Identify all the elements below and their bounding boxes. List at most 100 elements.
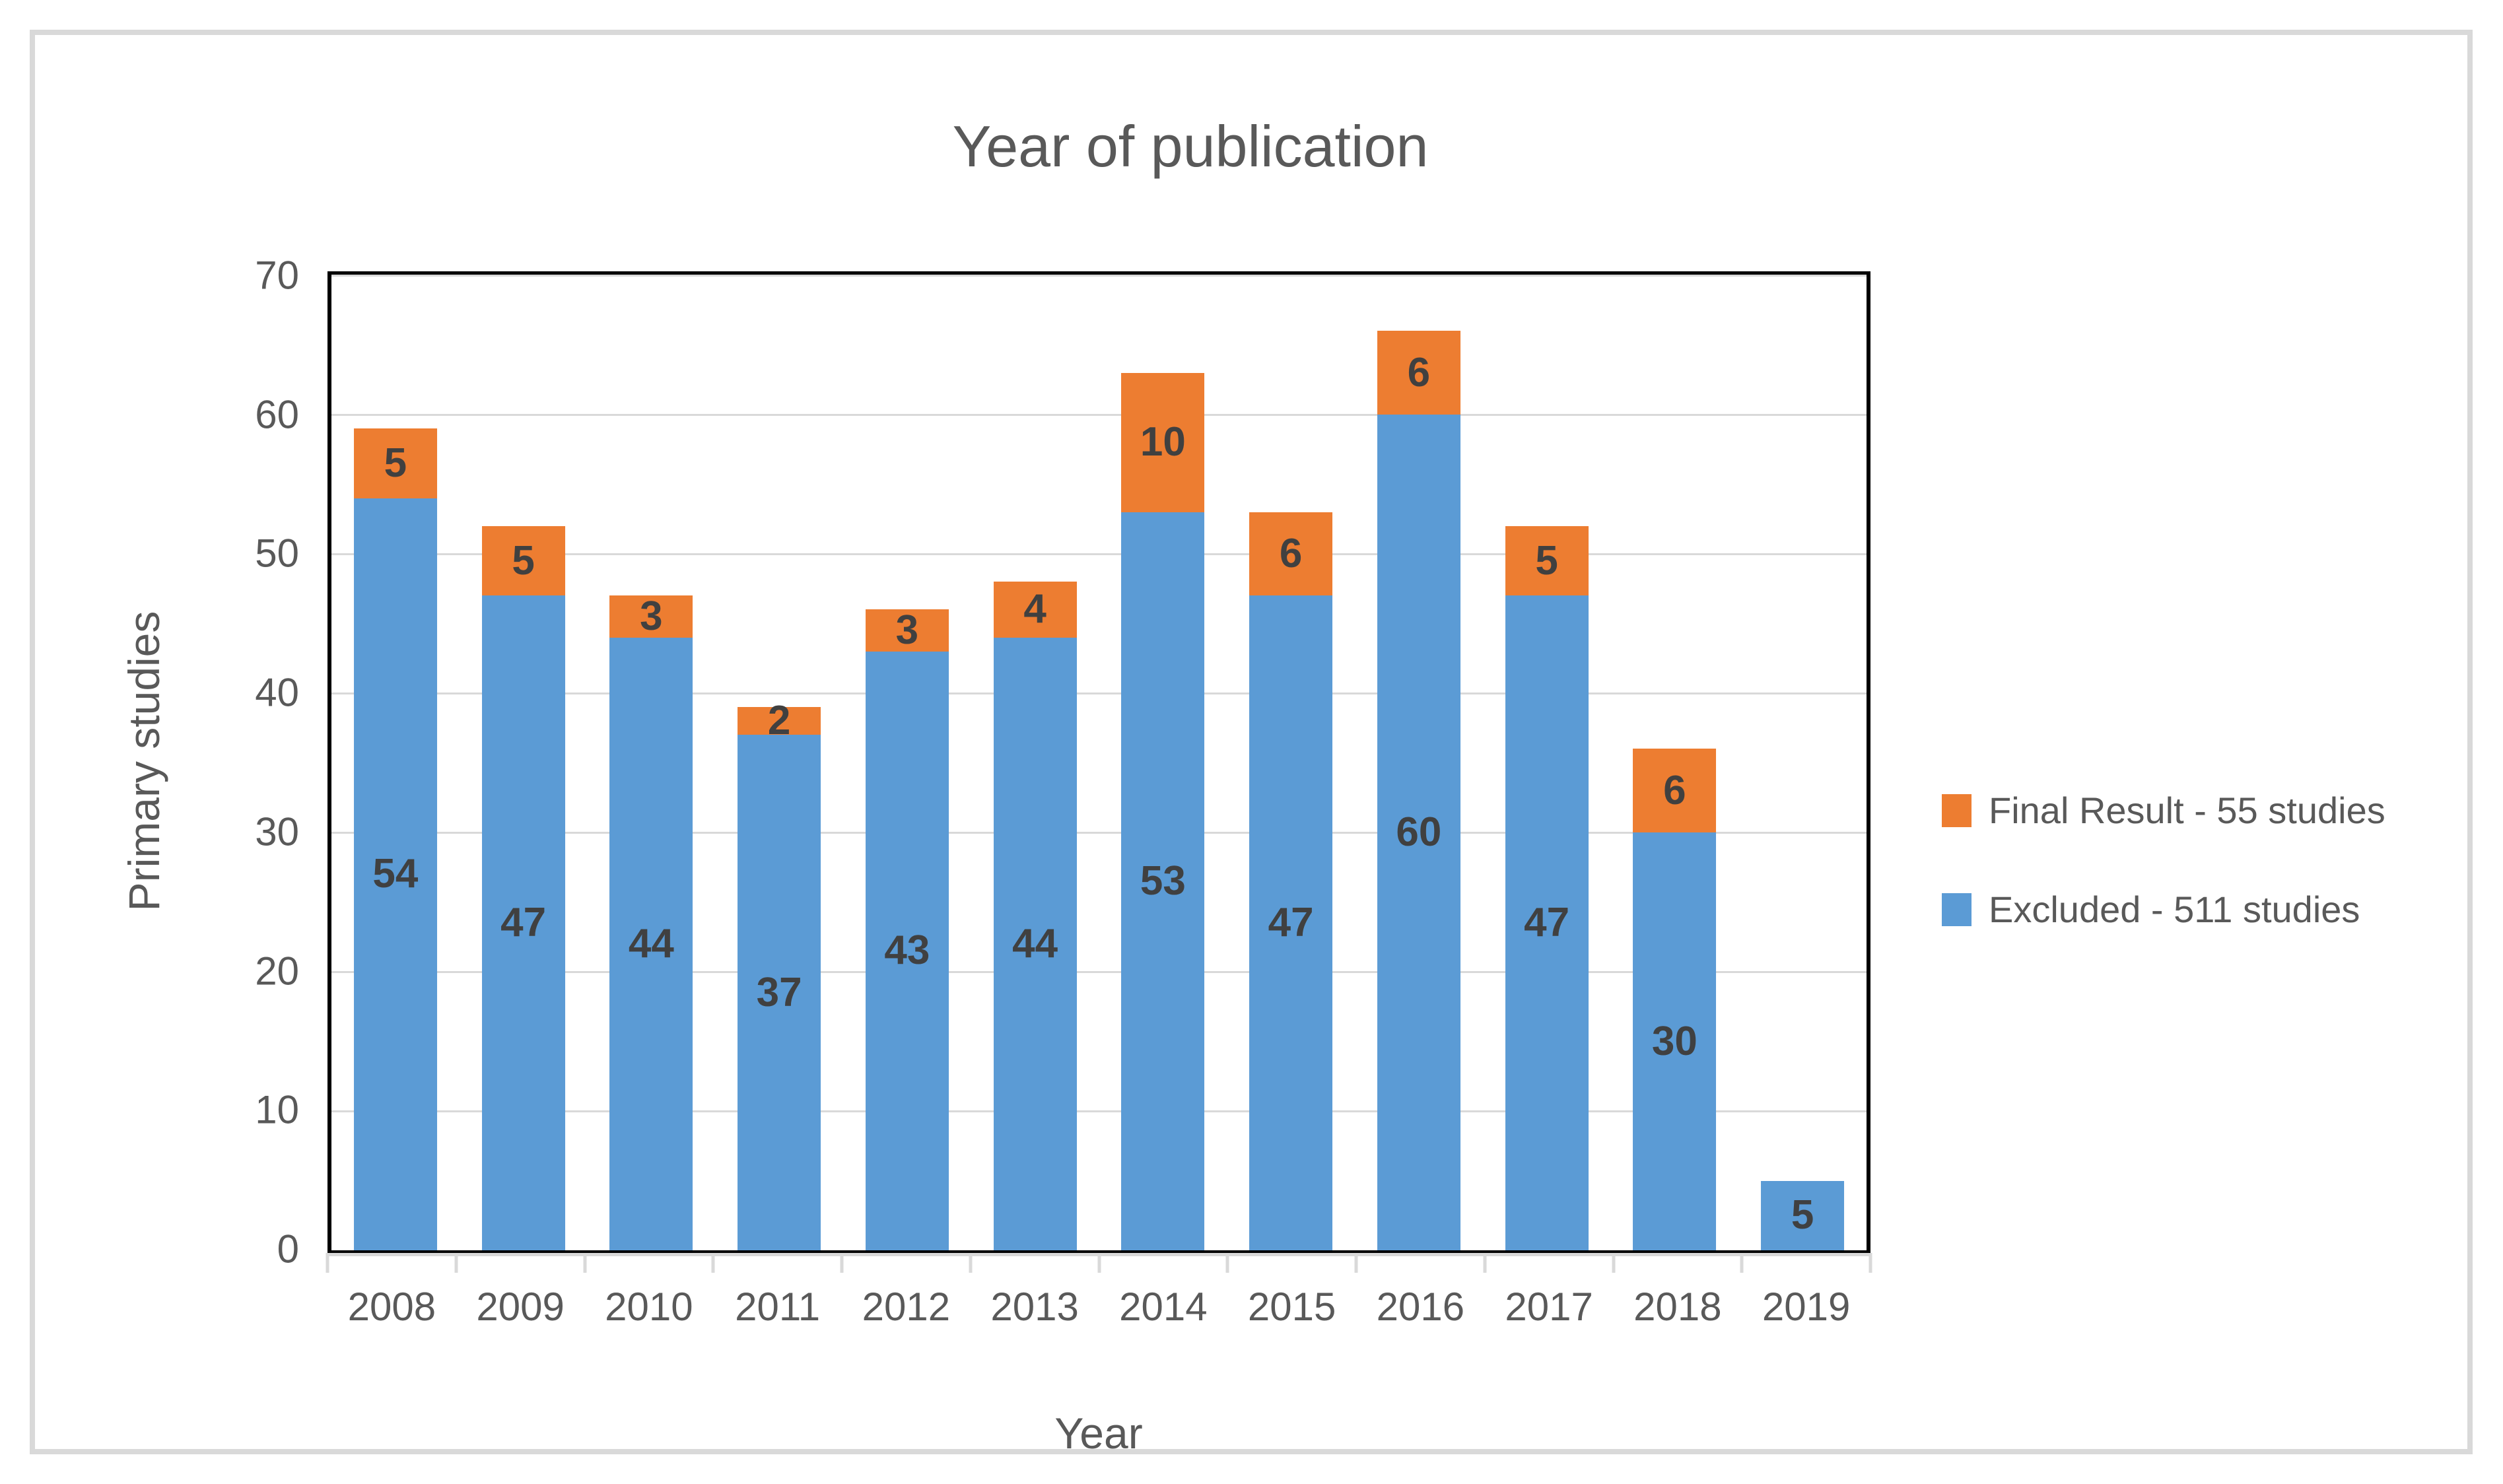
bar-segment: 47 [1249,595,1333,1250]
bar-column: 2 37 [715,275,843,1250]
y-tick-label: 30 [255,809,299,854]
bar-segment: 6 [1633,749,1717,832]
x-axis-title: Year [1054,1409,1143,1458]
gridline [331,553,1867,555]
bar-data-label: 10 [1140,419,1186,465]
legend-swatch [1942,893,1972,926]
plot-area: 5 54 5 47 3 44 2 37 3 43 4 44 10 53 6 47 6 60 5 47 6 30 5 [327,271,1870,1253]
bar-data-label: 6 [1279,531,1303,577]
y-tick-label: 70 [255,253,299,298]
x-tick-mark [1869,1253,1872,1273]
y-tick-label: 50 [255,531,299,576]
bar-segment: 5 [1505,525,1589,596]
x-tick-label: 2016 [1376,1285,1465,1329]
bar-column: 5 47 [460,275,588,1250]
bar-stack: 5 [1761,275,1845,1250]
bar-data-label: 3 [640,593,663,639]
bar-data-label: 5 [512,537,535,584]
bar-data-label: 47 [500,900,547,946]
bar-data-label: 30 [1651,1018,1697,1064]
bar-stack: 5 47 [481,275,565,1250]
gridline [331,414,1867,416]
gridline [331,971,1867,974]
bar-column: 6 30 [1611,275,1739,1250]
bar-segment: 4 [993,582,1077,638]
y-tick-label: 60 [255,392,299,437]
legend: Final Result - 55 studies Excluded - 511 … [1942,789,2385,931]
bar-segment: 30 [1633,832,1717,1250]
legend-swatch [1942,793,1972,827]
bar-segment: 37 [737,735,821,1250]
bar-segment: 3 [865,607,949,654]
x-tick-label: 2014 [1119,1285,1208,1329]
bar-segment: 47 [1505,595,1589,1250]
bar-data-label: 44 [1012,920,1058,966]
bar-stack: 6 47 [1249,275,1333,1250]
x-tick-label: 2010 [605,1285,693,1329]
bar-segment: 5 [1761,1180,1845,1250]
bar-stack: 2 37 [737,275,821,1250]
bar-stack: 4 44 [993,275,1077,1250]
bar-data-label: 53 [1140,858,1186,904]
x-tick-mark [1483,1253,1487,1273]
bar-data-label: 5 [384,440,407,486]
bar-segment: 43 [865,651,949,1250]
legend-item: Excluded - 511 studies [1942,888,2385,931]
bar-column: 6 47 [1227,275,1355,1250]
gridlines [331,275,1867,1250]
bar-segment: 60 [1377,415,1460,1250]
bar-data-label: 6 [1663,767,1686,813]
bar-segment: 47 [481,595,565,1250]
x-tick-mark [711,1253,715,1273]
bar-stack: 3 43 [865,275,949,1250]
y-axis-tick-labels: 0 10 20 30 40 50 60 70 [154,253,299,1271]
y-tick-label: 10 [255,1087,299,1132]
x-axis-ticks [326,1253,1872,1273]
bar-stack: 3 44 [609,275,693,1250]
bar-segment: 6 [1377,331,1460,415]
x-tick-mark [1097,1253,1101,1273]
bar-segment: 53 [1121,512,1205,1250]
bar-stack: 5 54 [353,275,437,1250]
x-tick-label: 2017 [1505,1285,1593,1329]
legend-label: Excluded - 511 studies [1989,889,2360,930]
bar-data-label: 5 [1791,1192,1814,1238]
bar-data-label: 47 [1268,900,1314,946]
bar-stack: 6 30 [1633,275,1717,1250]
bar-column: 3 43 [843,275,971,1250]
bar-column: 10 53 [1099,275,1227,1250]
x-tick-label: 2013 [990,1285,1079,1329]
x-axis-tick-labels: 2008 2009 2010 2011 2012 2013 2014 2015 2016 2017… [327,1284,1870,1330]
x-tick-mark [326,1253,329,1273]
x-tick-label: 2015 [1247,1285,1336,1329]
x-tick-mark [583,1253,586,1273]
bar-segment: 5 [353,428,437,498]
bar-segment: 5 [481,525,565,596]
bar-stack: 5 47 [1505,275,1589,1250]
x-tick-mark [1225,1253,1229,1273]
bar-data-label: 4 [1023,586,1046,632]
chart-title: Year of publication [952,114,1429,179]
bar-data-label: 3 [895,607,919,654]
x-tick-mark [1740,1253,1744,1273]
bar-segment: 44 [993,637,1077,1250]
y-tick-label: 40 [255,670,299,715]
bar-column: 5 [1738,275,1867,1250]
bar-segment: 3 [609,593,693,639]
bar-segment: 44 [609,637,693,1250]
bar-column: 5 54 [331,275,460,1250]
bar-data-label: 47 [1524,900,1570,946]
x-tick-label: 2011 [735,1285,821,1329]
bar-data-label: 2 [767,698,791,744]
bar-segment: 6 [1249,512,1333,596]
bar-column: 5 47 [1483,275,1611,1250]
bar-column: 6 60 [1355,275,1483,1250]
legend-label: Final Result - 55 studies [1989,790,2385,831]
x-tick-label: 2009 [476,1285,565,1329]
x-tick-mark [840,1253,844,1273]
gridline [331,1110,1867,1113]
legend-item: Final Result - 55 studies [1942,789,2385,832]
bar-data-label: 44 [628,920,674,966]
bar-data-label: 43 [884,928,930,974]
gridline [331,832,1867,834]
